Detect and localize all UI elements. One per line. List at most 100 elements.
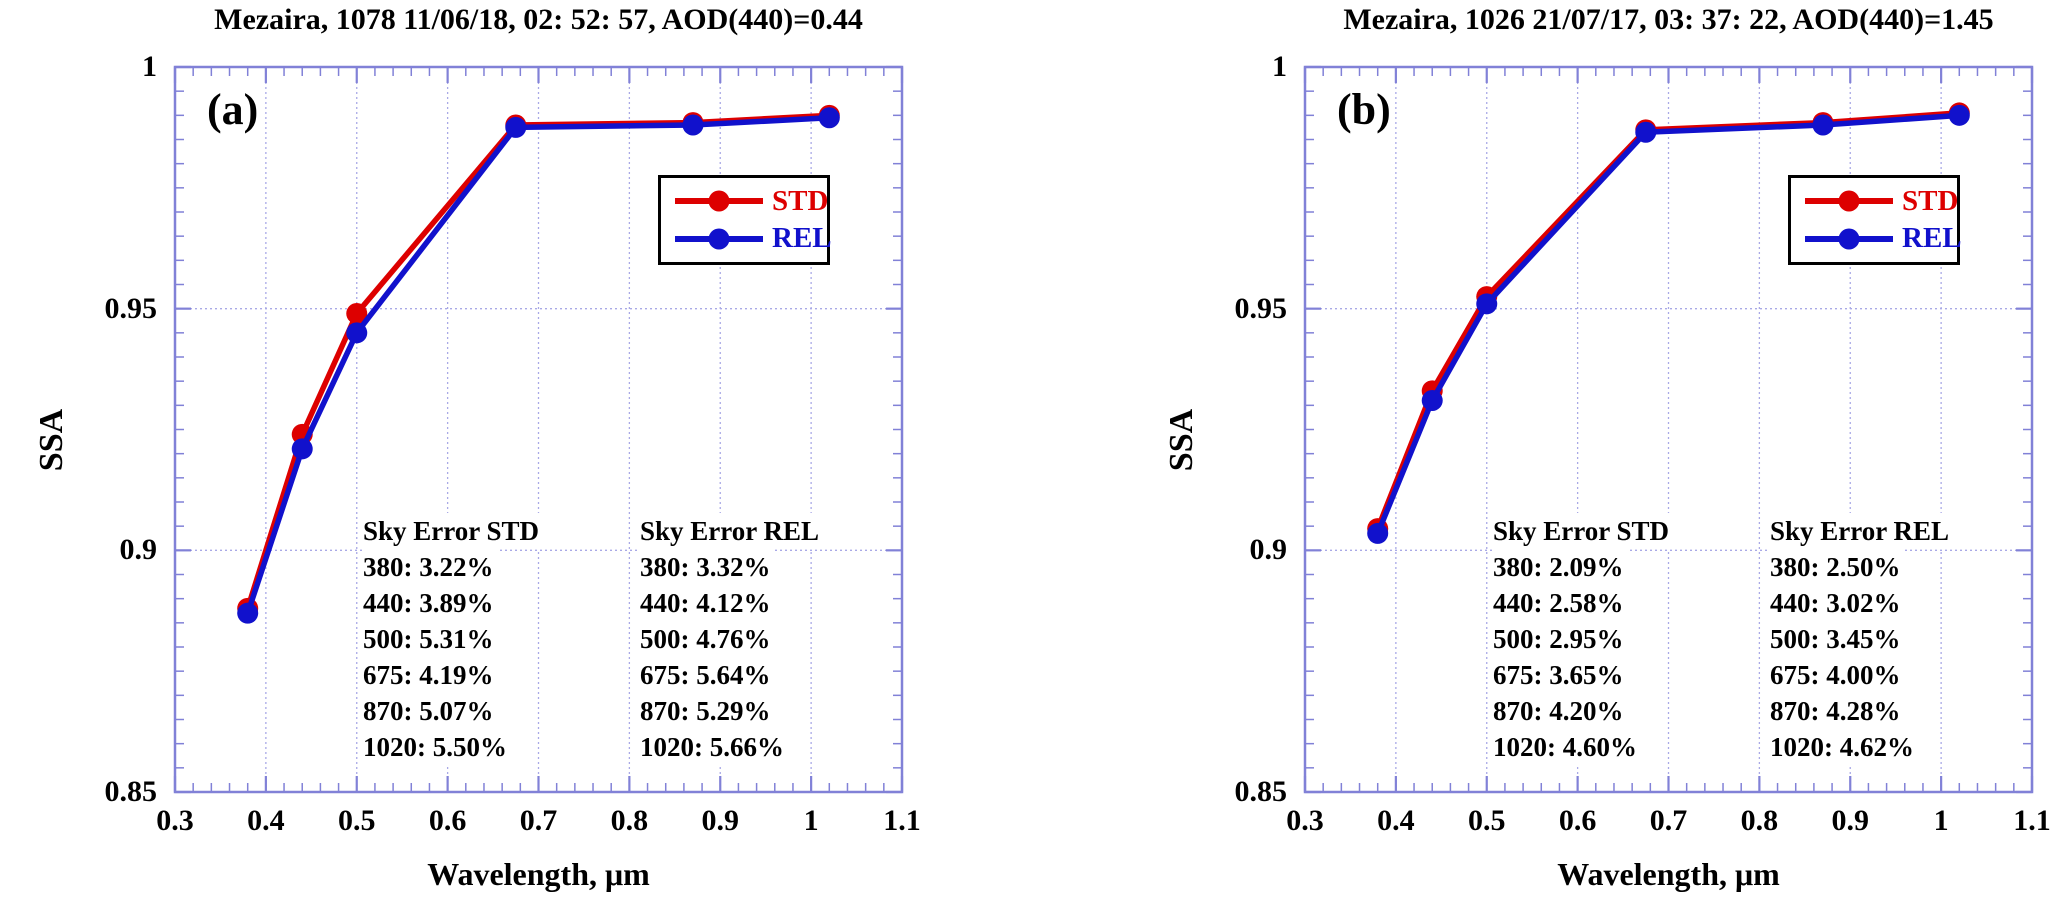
- series-line-rel: [1375, 112, 1960, 535]
- y-tick-label: 0.9: [1249, 533, 1288, 567]
- annotation-line: 500: 3.45%: [1770, 621, 1905, 657]
- annotation-line: 870: 4.28%: [1770, 693, 1905, 729]
- legend-label-rel: REL: [1902, 222, 1962, 255]
- y-tick-label: 0.9: [119, 533, 158, 567]
- x-tick-label: 0.3: [1286, 804, 1324, 837]
- annotation-heading: Sky Error REL: [640, 513, 824, 549]
- panel-label: (b): [1337, 85, 1391, 134]
- data-point-rel: [237, 602, 259, 624]
- x-tick-label: 0.9: [701, 804, 740, 837]
- data-point-rel: [818, 107, 840, 129]
- x-axis-label: Wavelength, μm: [1557, 856, 1780, 892]
- annotation-line: 675: 4.00%: [1770, 657, 1905, 693]
- panel-label: (a): [207, 85, 259, 134]
- annotation-line: 440: 2.58%: [1493, 585, 1628, 621]
- y-tick-label: 1: [1272, 50, 1287, 83]
- x-tick-label: 0.4: [247, 804, 285, 837]
- rel-line-swatch: [675, 228, 763, 250]
- x-tick-label: 0.7: [519, 804, 558, 837]
- annotation-line: 380: 3.32%: [640, 549, 775, 585]
- annotation-line: 1020: 4.62%: [1770, 729, 1918, 765]
- legend-item-std: STD: [675, 184, 829, 217]
- x-tick-label: 0.6: [1558, 804, 1597, 837]
- x-tick-label: 1: [803, 804, 819, 837]
- y-tick-label: 0.85: [104, 775, 158, 808]
- std-line-swatch: [1805, 190, 1893, 212]
- x-tick-label: 1.1: [2013, 804, 2051, 837]
- annotation-line: 870: 5.07%: [363, 693, 498, 729]
- annotation-line: 1020: 5.66%: [640, 729, 788, 765]
- x-tick-label: 1: [1933, 804, 1949, 837]
- data-point-rel: [1421, 390, 1443, 411]
- rel-marker-dot-icon: [708, 228, 730, 250]
- x-tick-label: 0.6: [428, 804, 467, 837]
- x-tick-label: 0.9: [1831, 804, 1870, 837]
- rel-line-swatch: [1805, 228, 1893, 250]
- annotation-line: 675: 4.19%: [363, 657, 498, 693]
- annotation-line: 500: 4.76%: [640, 621, 775, 657]
- annotation-line: 440: 4.12%: [640, 585, 775, 621]
- sky-error-rel-annotation: Sky Error REL 380: 3.32% 440: 4.12% 500:…: [640, 513, 824, 765]
- annotation-line: 500: 2.95%: [1493, 621, 1628, 657]
- std-line-swatch: [675, 190, 763, 212]
- legend-label-rel: REL: [772, 222, 832, 255]
- y-tick-label: 0.95: [1234, 291, 1288, 325]
- legend: STD REL: [1788, 175, 1962, 265]
- x-tick-label: 0.4: [1377, 804, 1415, 837]
- annotation-line: 380: 3.22%: [363, 549, 498, 585]
- data-point-rel: [682, 114, 704, 136]
- x-tick-label: 0.5: [1468, 804, 1506, 837]
- data-point-rel: [346, 322, 368, 344]
- legend-label-std: STD: [1902, 184, 1959, 217]
- annotation-heading: Sky Error STD: [363, 513, 544, 549]
- panel-a: Mezaira, 1078 11/06/18, 02: 52: 57, AOD(…: [33, 3, 921, 892]
- x-tick-label: 1.1: [883, 804, 921, 837]
- legend-item-rel: REL: [1805, 224, 1962, 253]
- std-marker-dot-icon: [1838, 190, 1860, 212]
- legend-label-std: STD: [772, 184, 829, 217]
- x-tick-label: 0.5: [338, 804, 376, 837]
- legend: STD REL: [658, 175, 832, 265]
- data-point-std: [346, 303, 368, 324]
- data-point-rel: [1812, 114, 1834, 136]
- rel-marker-dot-icon: [1838, 228, 1860, 250]
- annotation-line: 870: 4.20%: [1493, 693, 1628, 729]
- plot-area-svg: [173, 65, 904, 794]
- data-point-rel: [1948, 104, 1970, 126]
- data-point-rel: [505, 116, 527, 138]
- x-tick-label: 0.8: [610, 804, 649, 837]
- annotation-line: 380: 2.50%: [1770, 549, 1905, 585]
- annotation-line: 1020: 4.60%: [1493, 729, 1641, 765]
- annotation-line: 440: 3.89%: [363, 585, 498, 621]
- annotation-line: 675: 5.64%: [640, 657, 775, 693]
- y-tick-label: 1: [142, 50, 157, 83]
- series-line-rel: [245, 115, 830, 615]
- sky-error-std-annotation: Sky Error STD 380: 2.09% 440: 2.58% 500:…: [1493, 513, 1674, 765]
- x-tick-label: 0.7: [1649, 804, 1688, 837]
- chart-title: Mezaira, 1026 21/07/17, 03: 37: 22, AOD(…: [1343, 3, 1994, 36]
- panel-b: Mezaira, 1026 21/07/17, 03: 37: 22, AOD(…: [1130, 0, 2067, 920]
- data-point-rel: [1635, 121, 1657, 143]
- annotation-line: 440: 3.02%: [1770, 585, 1905, 621]
- sky-error-rel-annotation: Sky Error REL 380: 2.50% 440: 3.02% 500:…: [1770, 513, 1954, 765]
- annotation-line: 675: 3.65%: [1493, 657, 1628, 693]
- y-tick-label: 0.85: [1234, 775, 1288, 808]
- annotation-line: 380: 2.09%: [1493, 549, 1628, 585]
- x-tick-label: 0.8: [1740, 804, 1779, 837]
- legend-item-rel: REL: [675, 224, 832, 253]
- chart-title: Mezaira, 1078 11/06/18, 02: 52: 57, AOD(…: [214, 3, 863, 36]
- x-tick-label: 0.3: [156, 804, 194, 837]
- annotation-heading: Sky Error REL: [1770, 513, 1954, 549]
- y-tick-label: 0.95: [104, 291, 158, 325]
- annotation-line: 1020: 5.50%: [363, 729, 511, 765]
- data-point-rel: [1476, 293, 1498, 315]
- annotation-line: 870: 5.29%: [640, 693, 775, 729]
- std-marker-dot-icon: [708, 190, 730, 212]
- data-point-rel: [291, 438, 313, 460]
- legend-item-std: STD: [1805, 184, 1959, 217]
- x-axis-label: Wavelength, μm: [427, 856, 650, 892]
- sky-error-std-annotation: Sky Error STD 380: 3.22% 440: 3.89% 500:…: [363, 513, 544, 765]
- annotation-heading: Sky Error STD: [1493, 513, 1674, 549]
- annotation-line: 500: 5.31%: [363, 621, 498, 657]
